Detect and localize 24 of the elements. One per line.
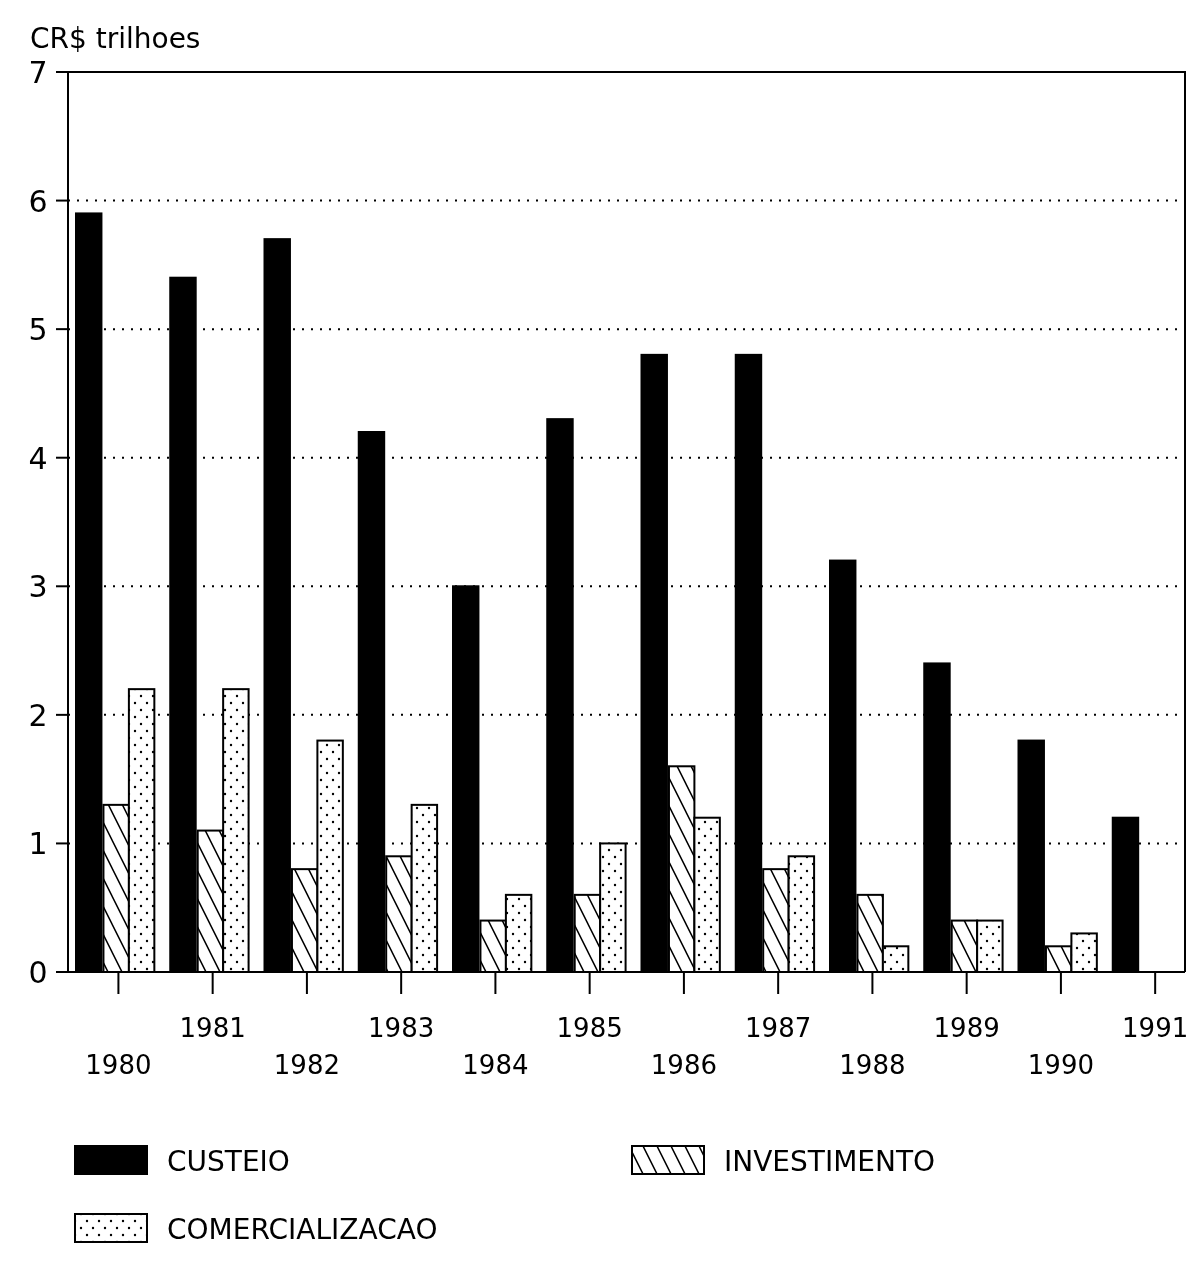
y-tick-label: 4 (28, 440, 48, 476)
legend-label: COMERCIALIZACAO (167, 1213, 438, 1246)
x-tick-label: 1984 (462, 1050, 529, 1080)
x-tick-label: 1980 (85, 1050, 152, 1080)
x-tick-label: 1987 (745, 1013, 812, 1043)
x-tick-label: 1989 (933, 1013, 1000, 1043)
x-tick-label: 1986 (650, 1050, 717, 1080)
y-tick-label: 3 (28, 569, 48, 605)
x-tick-label: 1991 (1122, 1013, 1187, 1043)
legend-label: INVESTIMENTO (724, 1145, 936, 1178)
x-tick-label: 1985 (556, 1013, 623, 1043)
y-tick-label: 0 (28, 955, 48, 990)
x-tick-label: 1990 (1027, 1050, 1094, 1080)
y-tick-label: 2 (28, 697, 48, 733)
y-axis-title: CR$ trilhoes (30, 22, 201, 55)
y-tick-label: 5 (28, 312, 48, 348)
y-tick-label: 1 (28, 826, 48, 862)
x-tick-label: 1982 (273, 1050, 340, 1080)
x-tick-label: 1981 (179, 1013, 246, 1043)
y-tick-label: 6 (28, 183, 48, 219)
legend-label: CUSTEIO (167, 1145, 290, 1178)
y-tick-label: 7 (28, 55, 48, 90)
x-tick-label: 1988 (839, 1050, 906, 1080)
x-tick-label: 1983 (368, 1013, 435, 1043)
